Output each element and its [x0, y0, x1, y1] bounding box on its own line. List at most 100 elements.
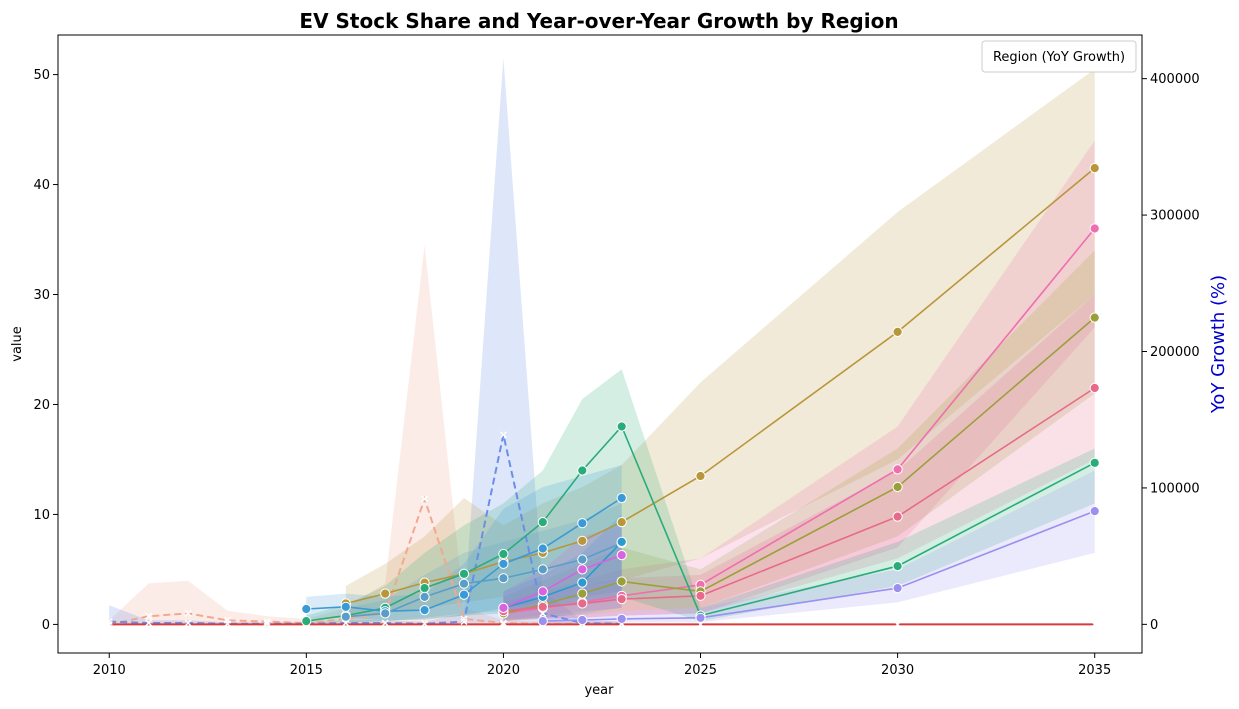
share-point-2-3 — [616, 576, 627, 587]
x-tick-label-0: 2010 — [93, 663, 126, 678]
growth-point-1-0 — [105, 618, 113, 626]
share-point-5-6 — [537, 543, 548, 554]
share-point-5-3 — [419, 605, 430, 616]
growth-point-0-8 — [421, 495, 429, 503]
share-point-5-5 — [498, 558, 509, 570]
growth-point-2-4 — [894, 620, 902, 628]
y2-axis-label: YoY Growth (%) — [1208, 275, 1229, 414]
share-point-9-0 — [537, 616, 548, 627]
share-point-4-5 — [498, 548, 509, 560]
share-point-3-3 — [616, 594, 627, 605]
growth-point-1-2 — [184, 619, 192, 627]
share-point-0-8 — [695, 470, 706, 482]
growth-point-1-1 — [145, 619, 153, 627]
share-point-8-1 — [537, 586, 548, 597]
x-tick-label-2: 2020 — [487, 663, 520, 678]
x-tick-label-5: 2035 — [1078, 663, 1111, 678]
share-point-3-4 — [695, 590, 706, 601]
y-tick-label-2: 20 — [33, 398, 50, 413]
share-point-5-0 — [301, 603, 312, 615]
share-point-7-3 — [616, 536, 627, 548]
y-tick-label-1: 10 — [33, 508, 50, 523]
share-point-9-2 — [616, 613, 627, 625]
share-point-3-1 — [537, 601, 548, 612]
growth-point-2-0 — [105, 620, 113, 628]
growth-point-2-2 — [499, 620, 507, 628]
x-axis-ticks: 2010 2015 2020 2025 2030 2035 — [93, 653, 1111, 678]
share-point-2-2 — [577, 588, 588, 599]
growth-lines — [108, 434, 1095, 626]
y-axis-ticks: 0 10 20 30 40 50 — [33, 68, 58, 633]
growth-point-2-5 — [1091, 620, 1099, 628]
y2-tick-label-1: 100000 — [1150, 481, 1200, 496]
share-band-5 — [306, 465, 622, 620]
growth-line-1 — [109, 434, 622, 625]
y2-axis-ticks: 0 100000 200000 300000 400000 — [1142, 72, 1200, 633]
growth-point-0-9 — [460, 615, 468, 623]
growth-band-0 — [109, 245, 622, 625]
x-tick-label-3: 2025 — [684, 663, 717, 678]
share-point-4-7 — [577, 465, 588, 476]
share-point-1-6 — [1089, 223, 1100, 234]
plot-frame — [57, 34, 1143, 654]
x-tick-label-1: 2015 — [290, 663, 323, 678]
share-point-5-7 — [577, 518, 588, 529]
x-axis-label: year — [584, 683, 614, 698]
share-band-9 — [542, 470, 1095, 624]
y2-tick-label-4: 400000 — [1150, 72, 1200, 87]
share-point-3-5 — [892, 511, 903, 522]
y-tick-label-4: 40 — [33, 178, 50, 193]
chart-title: EV Stock Share and Year-over-Year Growth… — [299, 9, 898, 33]
share-point-6-0 — [340, 611, 351, 622]
share-point-9-1 — [577, 614, 588, 626]
legend-box — [981, 40, 1137, 73]
share-point-8-0 — [498, 602, 509, 614]
share-point-4-3 — [419, 583, 430, 594]
share-point-4-6 — [537, 517, 548, 528]
share-band-1 — [503, 140, 1095, 622]
share-point-5-4 — [458, 589, 470, 600]
share-point-4-8 — [616, 421, 627, 432]
share-point-2-5 — [892, 481, 903, 493]
share-point-6-3 — [458, 578, 470, 589]
share-point-4-11 — [1089, 457, 1100, 468]
share-point-8-3 — [616, 550, 627, 561]
share-point-6-6 — [577, 554, 588, 565]
share-point-4-4 — [458, 568, 470, 579]
y-axis-label: value — [10, 326, 25, 362]
legend: Region (YoY Growth) — [981, 40, 1137, 73]
share-point-0-7 — [616, 517, 627, 528]
share-point-4-0 — [301, 616, 312, 627]
growth-point-1-8 — [421, 620, 429, 628]
y2-tick-label-2: 200000 — [1150, 345, 1200, 360]
share-point-6-1 — [380, 608, 391, 619]
x-tick-label-4: 2030 — [881, 663, 914, 678]
y2-tick-label-0: 0 — [1150, 618, 1158, 633]
share-point-7-2 — [577, 577, 588, 588]
share-point-5-8 — [616, 492, 627, 504]
growth-point-1-3 — [223, 620, 232, 628]
growth-point-1-4 — [263, 620, 271, 628]
share-band-7 — [503, 514, 622, 620]
share-point-2-6 — [1089, 312, 1100, 323]
share-point-0-9 — [892, 326, 903, 337]
share-point-3-2 — [577, 598, 588, 609]
share-point-0-1 — [380, 588, 391, 599]
share-point-0-10 — [1089, 163, 1100, 174]
share-point-6-5 — [537, 564, 548, 575]
share-point-9-4 — [892, 583, 903, 594]
y-tick-label-3: 30 — [33, 288, 50, 303]
growth-point-0-10 — [499, 619, 507, 627]
share-point-6-4 — [498, 573, 509, 584]
share-point-9-3 — [695, 612, 706, 623]
growth-point-1-7 — [381, 619, 389, 627]
share-point-6-2 — [419, 591, 430, 603]
share-point-8-2 — [577, 564, 588, 575]
share-point-3-6 — [1089, 382, 1100, 394]
y-tick-label-5: 50 — [33, 68, 50, 83]
growth-point-1-10 — [499, 431, 507, 439]
y-tick-label-0: 0 — [42, 618, 50, 633]
growth-point-0-1 — [145, 612, 153, 620]
